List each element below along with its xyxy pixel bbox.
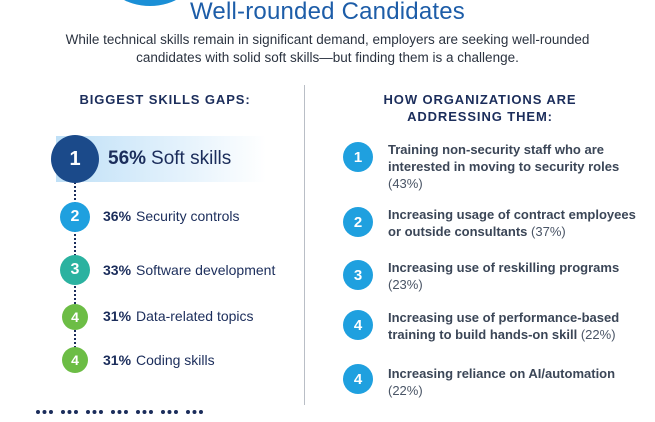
org-percent: (37%) <box>531 224 566 239</box>
org-rank-badge: 4 <box>343 364 373 394</box>
gap-rank-badge: 1 <box>51 135 99 183</box>
dot-group <box>136 410 153 422</box>
org-rank-badge: 4 <box>343 310 373 340</box>
org-rank-badge: 3 <box>343 260 373 290</box>
skills-gaps-heading: BIGGEST SKILLS GAPS: <box>79 92 251 107</box>
gap-percent: 31% <box>103 308 132 324</box>
org-rank-badge: 1 <box>343 142 373 172</box>
gap-label: Security controls <box>136 208 240 224</box>
decorative-arc <box>105 0 195 6</box>
gap-item: 33% Software development <box>103 262 275 278</box>
gap-percent: 36% <box>103 208 132 224</box>
organizations-heading-line1: HOW ORGANIZATIONS ARE <box>383 92 577 107</box>
org-item: Increasing use of performance-based trai… <box>388 309 648 343</box>
gap-label: Software development <box>136 262 276 278</box>
gap-item: 36% Security controls <box>103 208 240 224</box>
bottom-decorative-dots <box>36 410 203 422</box>
dot-group <box>161 410 178 422</box>
org-item: Increasing use of reskilling programs (2… <box>388 259 648 293</box>
org-line1: Increasing usage of contract employees <box>388 207 636 222</box>
gap-rank-badge: 4 <box>62 347 88 373</box>
org-item: Training non-security staff who are inte… <box>388 141 648 192</box>
dot-group <box>36 410 53 422</box>
gap-percent: 31% <box>103 352 132 368</box>
dot-group <box>111 410 128 422</box>
gap-item: 31% Data-related topics <box>103 308 254 324</box>
gap-label: Soft skills <box>151 148 232 169</box>
org-percent: (43%) <box>388 176 423 191</box>
org-line2: interested in moving to security roles <box>388 159 620 174</box>
dot-group <box>61 410 78 422</box>
dot-group <box>186 410 203 422</box>
gap-percent: 56% <box>108 148 147 169</box>
gap-rank-badge: 2 <box>60 202 90 232</box>
org-percent: (22%) <box>388 383 423 398</box>
org-line2: or outside consultants <box>388 224 528 239</box>
org-line1: Increasing reliance on AI/automation <box>388 366 616 381</box>
org-line1: Increasing use of reskilling programs <box>388 260 620 275</box>
gap-rank-badge: 4 <box>62 304 88 330</box>
gap-rank-badge: 3 <box>60 255 90 285</box>
page-title: Well-rounded Candidates <box>190 0 465 25</box>
org-line1: Training non-security staff who are <box>388 142 604 157</box>
org-line2: training to build hands-on skill <box>388 327 578 342</box>
organizations-heading: HOW ORGANIZATIONS ARE ADDRESSING THEM: <box>345 91 615 125</box>
page-subtitle: While technical skills remain in signifi… <box>65 32 590 65</box>
gap-label: Coding skills <box>136 352 215 368</box>
gap-label: Data-related topics <box>136 308 254 324</box>
org-percent: (23%) <box>388 277 423 292</box>
org-rank-badge: 2 <box>343 207 373 237</box>
column-divider <box>304 85 305 405</box>
org-item: Increasing reliance on AI/automation (22… <box>388 365 648 399</box>
dot-group <box>86 410 103 422</box>
org-percent: (22%) <box>580 327 616 342</box>
org-item: Increasing usage of contract employees o… <box>388 206 648 240</box>
org-line1: Increasing use of performance-based <box>388 310 620 325</box>
gap-percent: 33% <box>103 262 132 278</box>
gap-item: 31% Coding skills <box>103 352 215 368</box>
gap-item: 56% Soft skills <box>108 148 231 170</box>
organizations-heading-line2: ADDRESSING THEM: <box>407 109 553 124</box>
